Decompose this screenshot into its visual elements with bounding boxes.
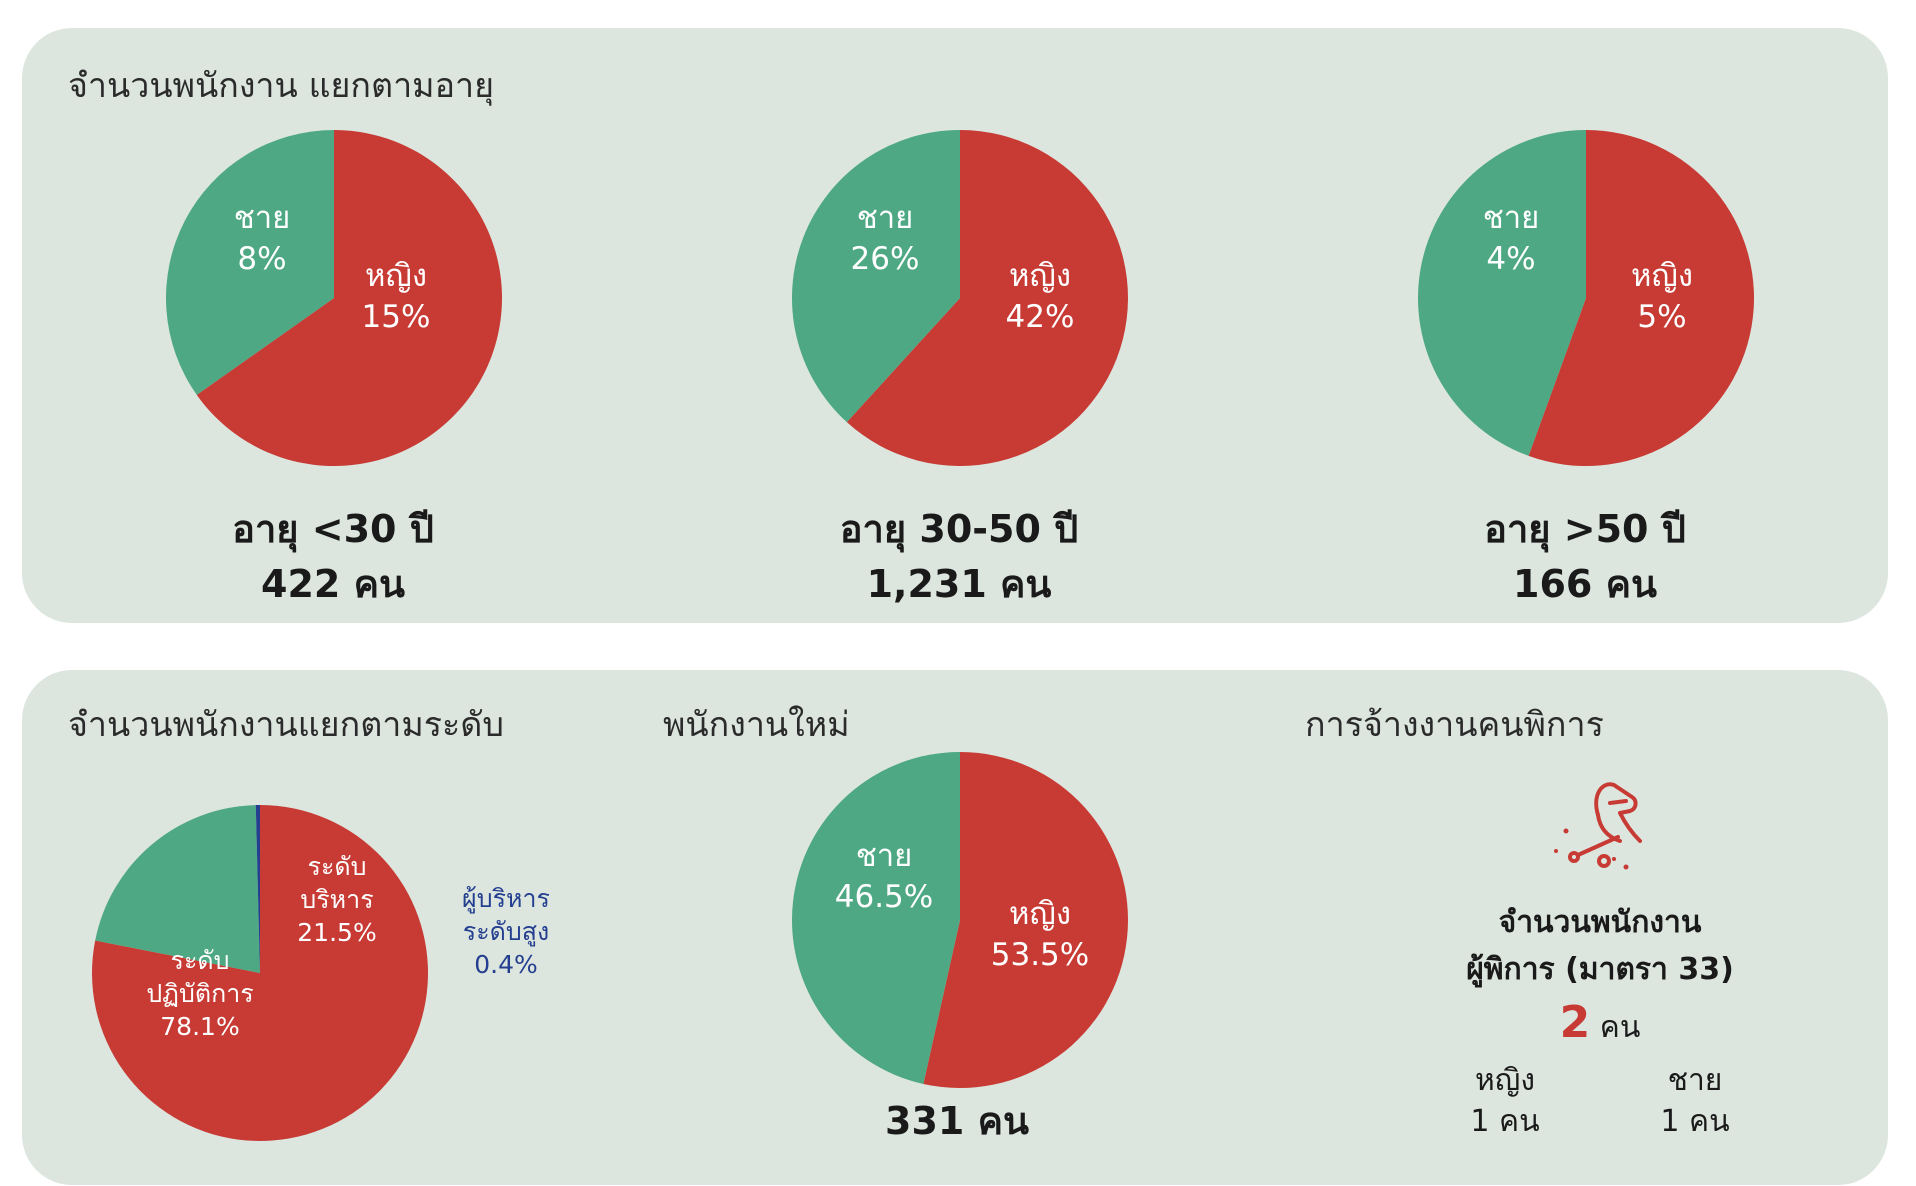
level-section-title: จำนวนพนักงานแยกตามระดับ: [68, 705, 504, 745]
pie-slice: [1418, 130, 1586, 456]
disability-female: หญิง 1 คน: [1430, 1061, 1580, 1142]
pie-value-label: 21.5%: [297, 918, 376, 947]
disability-label-line2: ผู้พิการ (มาตรา 33): [1466, 951, 1734, 987]
pie-slice: [923, 752, 1128, 1088]
pie-svg: หญิง 15% ชาย 8%: [166, 130, 502, 466]
age-over50-pie: หญิง 5% ชาย 4%: [1418, 130, 1754, 466]
pie-slice-label: ระดับ: [171, 946, 230, 975]
pie-slice-label: บริหาร: [300, 885, 373, 914]
pie-slice-label: ชาย: [856, 838, 913, 874]
pie-value-label: 46.5%: [835, 879, 933, 915]
pie-value-label: 53.5%: [991, 937, 1089, 973]
pie-slice-label: ปฏิบัติการ: [146, 979, 253, 1008]
new-employee-count: 331 คน: [885, 1099, 1029, 1143]
pie-slice-label: ชาย: [1483, 200, 1540, 236]
disability-count-number: 2: [1559, 997, 1591, 1048]
disability-male-label: ชาย: [1667, 1063, 1723, 1098]
pie-svg: หญิง 5% ชาย 4%: [1418, 130, 1754, 466]
disability-section-title: การจ้างงานคนพิการ: [1305, 705, 1604, 745]
age-30-50-pie: หญิง 42% ชาย 26%: [791, 130, 1128, 466]
pie-slice: [255, 805, 260, 973]
pie-slice-label: หญิง: [1009, 258, 1071, 294]
level-pie: ระดับ ปฏิบัติการ 78.1% ระดับ บริหาร 21.5% ผู้บ…: [92, 805, 550, 1141]
age-group-count: 166 คน: [1513, 562, 1657, 607]
pie-slice: [1528, 130, 1754, 466]
pie-value-label: 8%: [237, 241, 286, 277]
age-under30-caption: อายุ <30 ปี 422 คน: [123, 502, 543, 612]
wheelchair-icon: [1540, 775, 1660, 885]
pie-value-label: 4%: [1486, 241, 1535, 277]
pie-slice-label: ชาย: [234, 200, 291, 236]
pie-slice-label: หญิง: [1631, 258, 1693, 294]
disability-label-line1: จำนวนพนักงาน: [1498, 905, 1702, 940]
pie-slice-label: หญิง: [1009, 896, 1071, 932]
pie-slice: [92, 805, 429, 1141]
new-employee-pie: หญิง 53.5% ชาย 46.5%: [792, 752, 1128, 1088]
age-section-title: จำนวนพนักงาน แยกตามอายุ: [68, 66, 495, 106]
age-over50-caption: อายุ >50 ปี 166 คน: [1375, 502, 1795, 612]
pie-slice: [792, 752, 960, 1084]
pie-slice-label: หญิง: [365, 258, 427, 294]
pie-slice-label: ระดับ: [308, 852, 367, 881]
age-under30-pie: หญิง 15% ชาย 8%: [166, 130, 502, 466]
pie-value-label: 26%: [851, 241, 920, 277]
disability-male-count: 1 คน: [1660, 1103, 1730, 1139]
disability-gender-breakdown: หญิง 1 คน ชาย 1 คน: [1400, 1051, 1800, 1142]
age-group-count: 1,231 คน: [866, 562, 1052, 607]
age-30-50-caption: อายุ 30-50 ปี 1,231 คน: [749, 502, 1169, 612]
pie-slice: [166, 130, 334, 395]
pie-slice-label: ชาย: [857, 200, 914, 236]
pie-value-label: 42%: [1006, 299, 1075, 335]
pie-slice: [196, 130, 502, 466]
disability-count-unit: คน: [1599, 1010, 1641, 1045]
disability-stats: จำนวนพนักงาน ผู้พิการ (มาตรา 33) 2 คน หญ…: [1400, 900, 1800, 1142]
disability-count: 2 คน: [1400, 997, 1800, 1051]
pie-slice: [846, 130, 1128, 466]
pie-slice-label: ระดับสูง: [463, 917, 549, 947]
pie-value-label: 0.4%: [474, 950, 538, 979]
pie-slice-label: ผู้บริหาร: [462, 884, 550, 914]
pie-svg: หญิง 42% ชาย 26%: [791, 130, 1128, 466]
age-group-label: อายุ >50 ปี: [1484, 507, 1686, 551]
new-employee-section-title: พนักงานใหม่: [663, 705, 850, 745]
pie-slice: [791, 130, 960, 423]
pie-value-label: 78.1%: [160, 1012, 239, 1041]
pie-value-label: 15%: [362, 299, 431, 335]
disability-male: ชาย 1 คน: [1620, 1061, 1770, 1142]
age-group-label: อายุ <30 ปี: [232, 507, 434, 551]
pie-svg: ระดับปฏิบัติการ78.1%ระดับบริหาร21.5%ผู้บ…: [92, 805, 550, 1141]
pie-svg: หญิง 53.5% ชาย 46.5%: [792, 752, 1128, 1088]
disability-female-label: หญิง: [1475, 1063, 1535, 1098]
disability-female-count: 1 คน: [1470, 1103, 1540, 1139]
age-group-label: อายุ 30-50 ปี: [839, 507, 1079, 551]
age-group-count: 422 คน: [261, 562, 405, 607]
pie-value-label: 5%: [1637, 299, 1686, 335]
pie-slice: [95, 805, 261, 973]
